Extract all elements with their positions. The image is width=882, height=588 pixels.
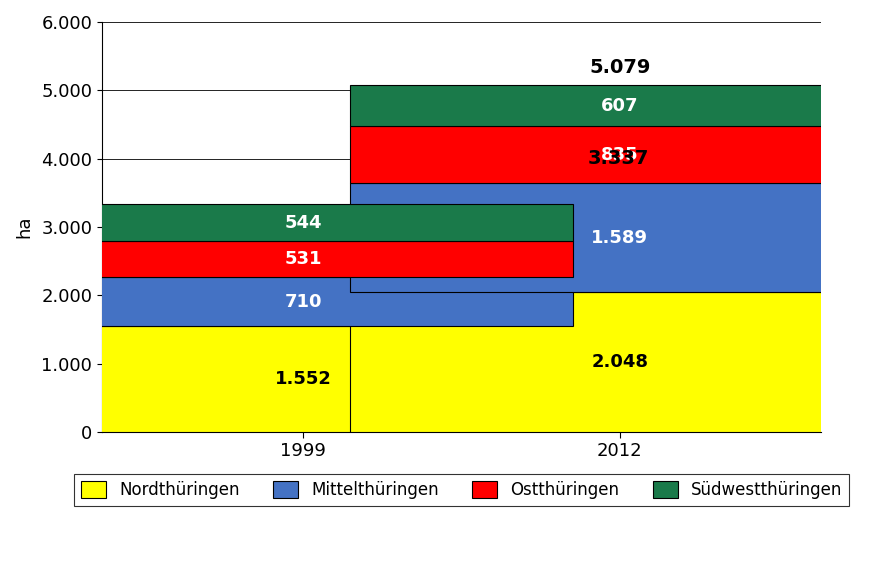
Y-axis label: ha: ha: [15, 216, 33, 238]
Text: 710: 710: [285, 293, 322, 310]
Bar: [350, 292, 882, 432]
Text: 1.589: 1.589: [591, 229, 648, 247]
Bar: [350, 126, 882, 183]
Bar: [350, 183, 882, 292]
Bar: [34, 278, 573, 326]
Text: 607: 607: [602, 96, 639, 115]
Bar: [34, 326, 573, 432]
Text: 544: 544: [285, 213, 322, 232]
Bar: [350, 85, 882, 126]
Bar: [34, 241, 573, 278]
Text: 835: 835: [601, 146, 639, 164]
Text: 1.552: 1.552: [275, 370, 332, 388]
Text: 2.048: 2.048: [591, 353, 648, 371]
Legend: Nordthüringen, Mittelthüringen, Ostthüringen, Südwestthüringen: Nordthüringen, Mittelthüringen, Ostthüri…: [74, 474, 849, 506]
Text: 3.337: 3.337: [587, 149, 649, 168]
Text: 5.079: 5.079: [589, 58, 651, 76]
Text: 531: 531: [285, 250, 322, 268]
Bar: [34, 204, 573, 241]
